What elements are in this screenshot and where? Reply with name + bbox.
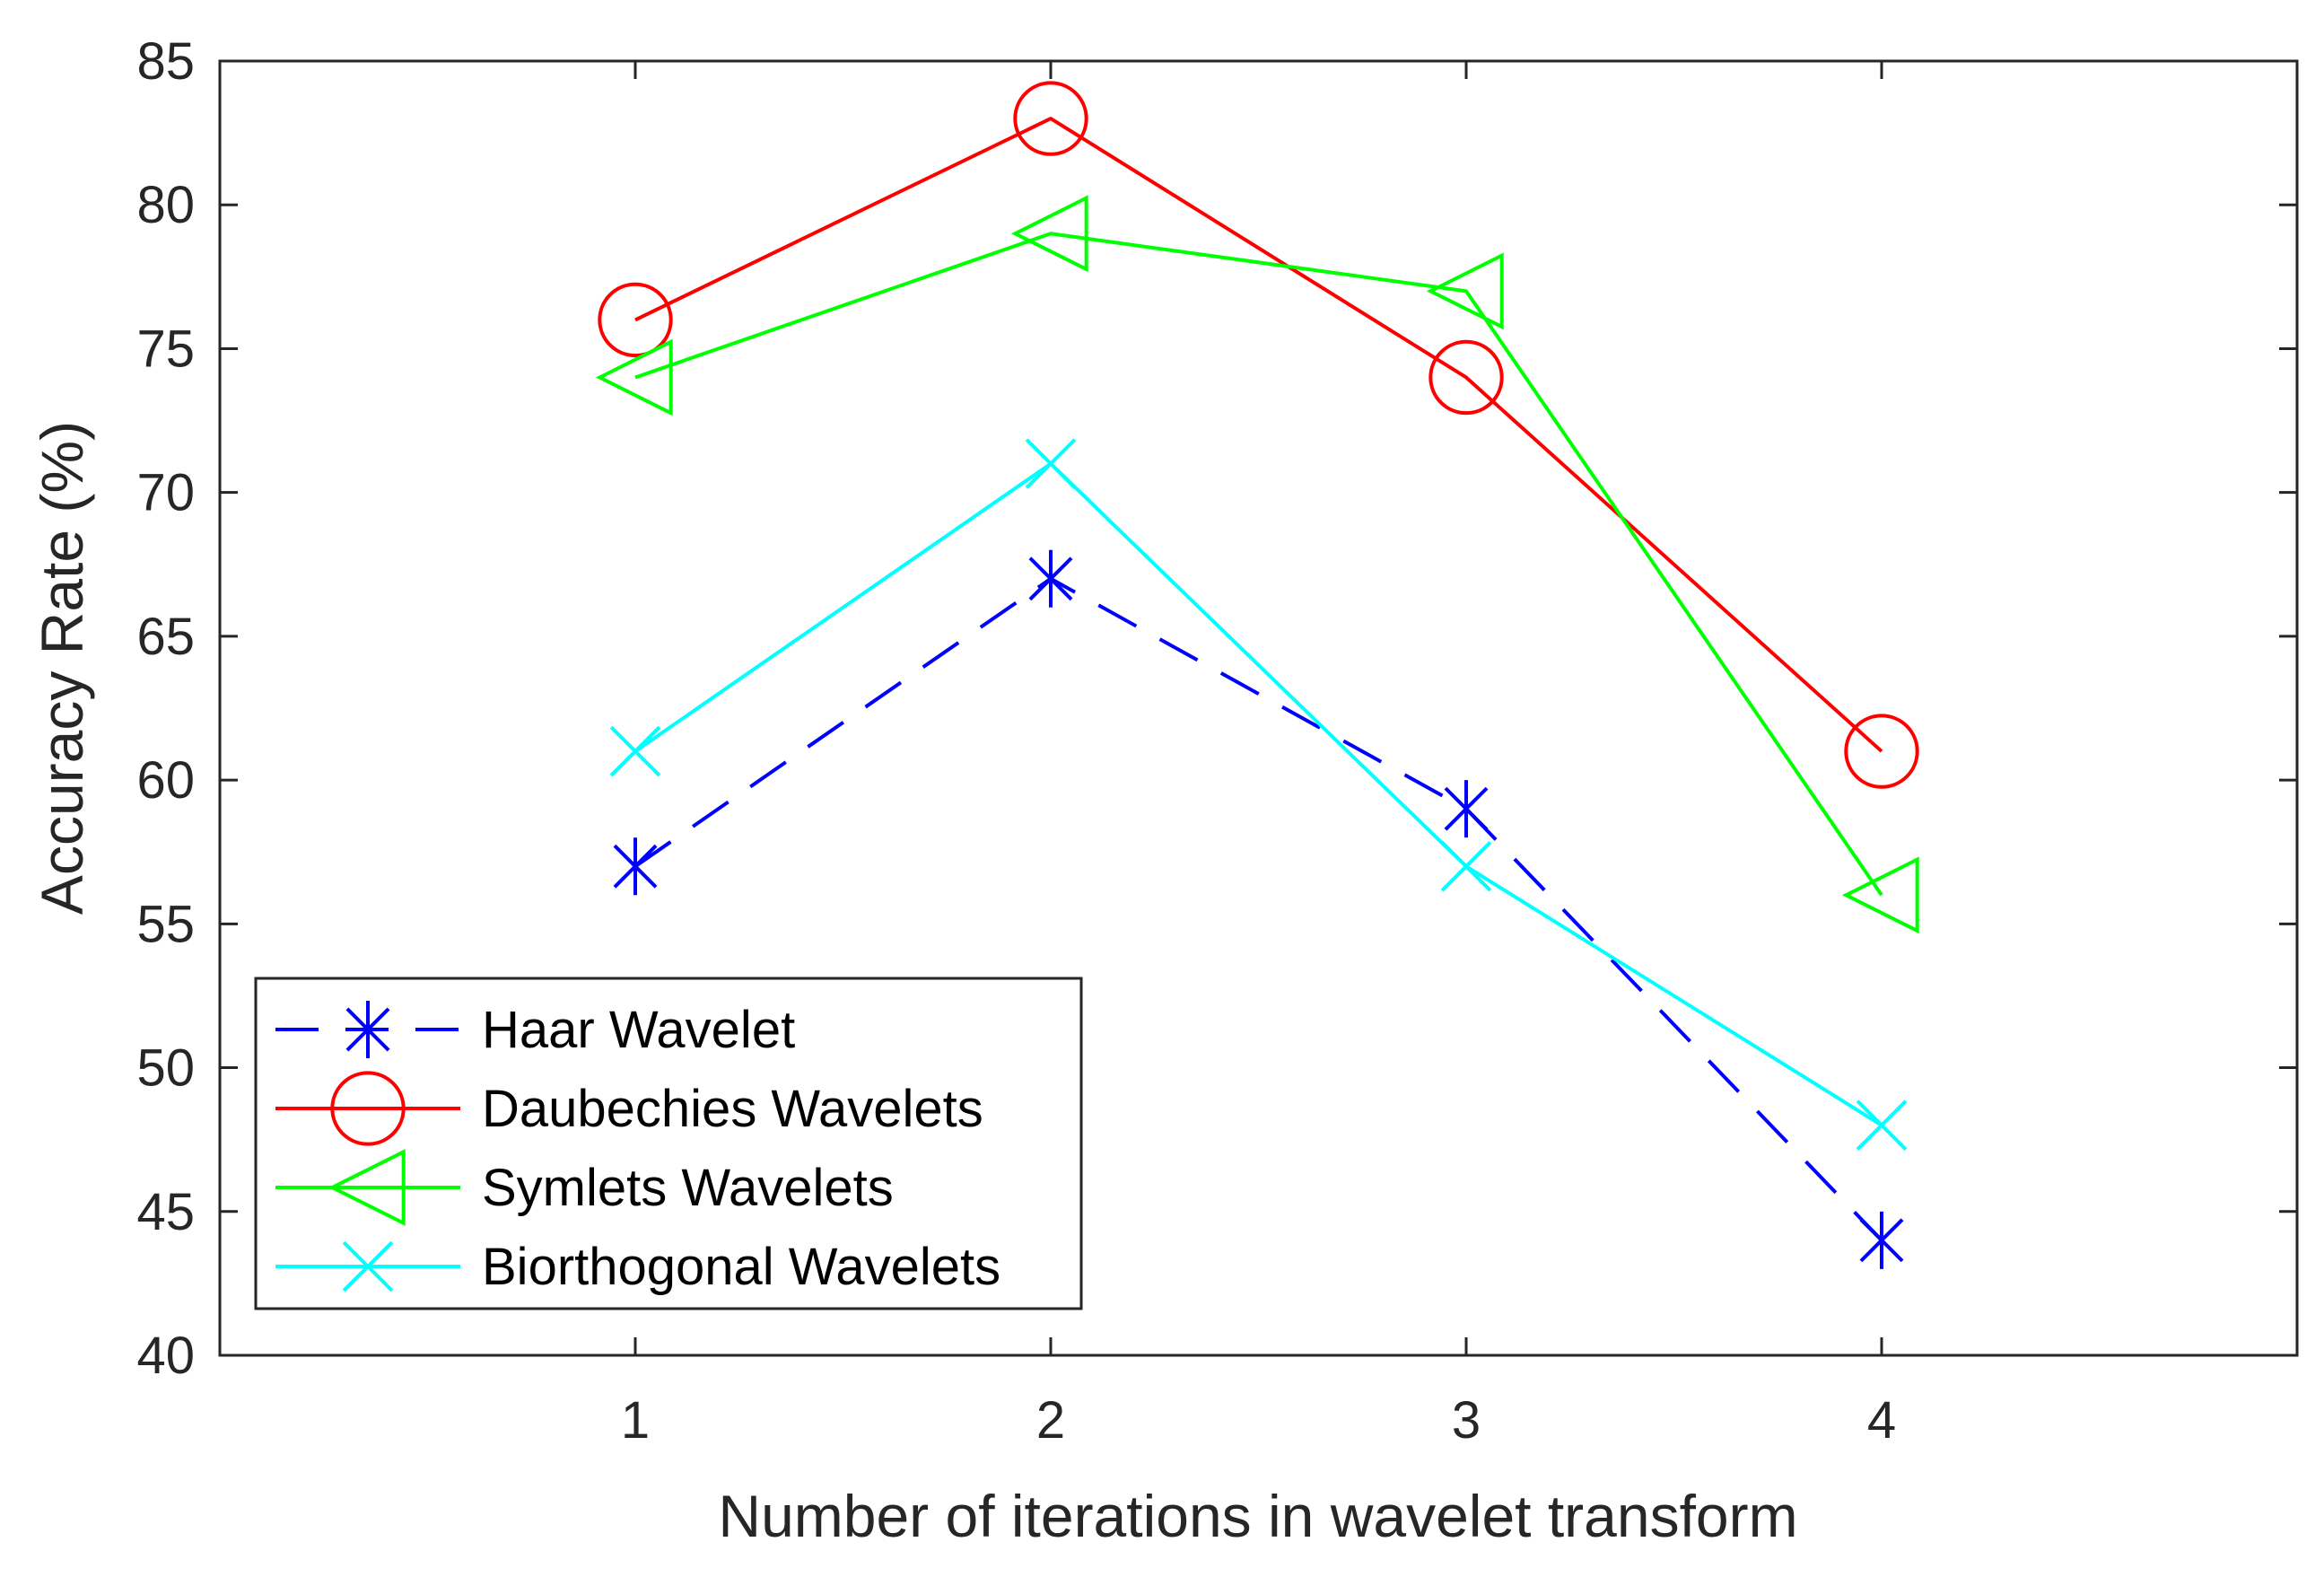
x-tick-label: 3 [1452, 1391, 1481, 1450]
legend: Haar Wavelet Daubechies Wavelets Symlets W… [254, 977, 1083, 1310]
legend-label: Biorthogonal Wavelets [482, 1238, 1000, 1296]
plot-area [218, 59, 2299, 1357]
x-marker [342, 1240, 394, 1292]
triangle-marker [595, 338, 673, 416]
legend-item: Daubechies Wavelets [275, 1071, 983, 1146]
x-marker [1025, 438, 1077, 489]
legend-label: Haar Wavelet [482, 1001, 795, 1059]
y-axis-label: Accuracy Rate (%) [29, 421, 95, 915]
y-tick-label: 45 [136, 1183, 195, 1241]
y-tick-label: 50 [136, 1039, 195, 1098]
asterisk-marker [613, 837, 658, 896]
y-tick-label: 55 [136, 895, 195, 953]
legend-label: Daubechies Wavelets [482, 1080, 983, 1138]
circle-marker [598, 282, 673, 358]
asterisk-marker [1444, 780, 1489, 838]
triangle-marker [1841, 856, 1919, 934]
y-tick-label: 60 [136, 751, 195, 810]
asterisk-marker [1028, 549, 1073, 608]
series-biorthogonal-wavelets [609, 438, 1908, 1151]
triangle-marker [328, 1149, 406, 1226]
x-tick-label: 4 [1867, 1391, 1896, 1450]
asterisk-marker [345, 1001, 390, 1058]
x-marker [1856, 1100, 1908, 1151]
series-line [633, 461, 1883, 1127]
x-tick-label: 1 [621, 1391, 650, 1450]
circle-marker [1844, 714, 1919, 789]
asterisk-marker [1859, 1211, 1904, 1269]
triangle-marker [1010, 195, 1088, 273]
legend-label: Symlets Wavelets [482, 1159, 894, 1217]
legend-box [254, 977, 1083, 1310]
x-axis-label: Number of iterations in wavelet transfor… [718, 1483, 1797, 1549]
circle-marker [330, 1071, 406, 1146]
series-daubechies-wavelets [598, 81, 1919, 789]
x-marker [609, 725, 661, 777]
y-tick-label: 75 [136, 320, 195, 378]
tick-labels: 40 45 50 55 60 65 70 75 80 85 1 2 3 4 [136, 32, 1896, 1450]
series-symlets-wavelets [595, 195, 1919, 934]
series-line [633, 576, 1883, 1242]
legend-item: Symlets Wavelets [275, 1149, 894, 1226]
series-line [634, 232, 1883, 897]
legend-item: Biorthogonal Wavelets [275, 1238, 1000, 1296]
series-line [634, 117, 1883, 753]
legend-item: Haar Wavelet [275, 1001, 795, 1059]
x-tick-label: 2 [1036, 1391, 1065, 1450]
circle-marker [1013, 81, 1088, 156]
y-tick-label: 65 [136, 608, 195, 666]
circle-marker [1428, 339, 1504, 416]
axes-box [218, 59, 2299, 1357]
x-marker [1440, 840, 1492, 892]
y-tick-label: 40 [136, 1327, 195, 1385]
y-tick-label: 85 [136, 32, 195, 91]
triangle-marker [1426, 252, 1504, 330]
y-tick-label: 80 [136, 176, 195, 234]
y-tick-label: 70 [136, 464, 195, 522]
series-haar-wavelet [613, 549, 1904, 1269]
